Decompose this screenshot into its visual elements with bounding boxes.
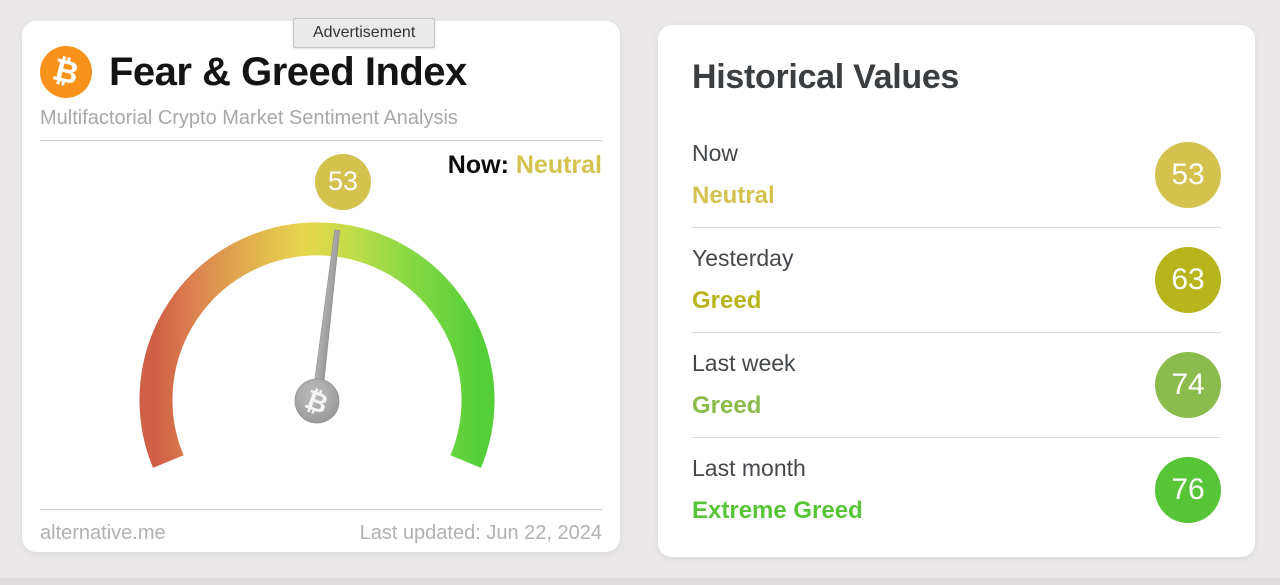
history-row-last-week: Last week Greed 74 [692, 333, 1221, 438]
site-link[interactable]: alternative.me [40, 522, 166, 544]
row-period-label: Last month [692, 455, 806, 481]
gauge-arc [139, 222, 495, 468]
history-row-now: Now Neutral 53 [692, 123, 1221, 228]
historical-values-card: Historical Values Now Neutral 53 Yesterd… [658, 25, 1255, 557]
history-value-badge: 63 [1155, 247, 1221, 313]
needle-hub [294, 378, 340, 424]
row-value: 76 [1171, 473, 1205, 506]
bitcoin-logo-icon: ₿ [40, 46, 92, 98]
gauge-value-badge: 53 [314, 153, 371, 210]
historical-rows: Now Neutral 53 Yesterday Greed 63 Last w… [692, 123, 1221, 542]
advertisement-text: Advertisement [313, 24, 416, 41]
page-title: Fear & Greed Index [109, 50, 467, 94]
gauge-needle: ₿ [294, 229, 341, 424]
history-value-badge: 53 [1155, 142, 1221, 208]
row-period-label: Last week [692, 350, 796, 376]
fear-greed-header: ₿ Fear & Greed Index [22, 21, 620, 98]
row-classification: Extreme Greed [692, 497, 863, 524]
row-period-label: Now [692, 140, 739, 166]
now-label: Now: [447, 151, 509, 179]
row-period-label: Yesterday [692, 245, 794, 271]
historical-values-title: Historical Values [692, 58, 960, 96]
history-row-yesterday: Yesterday Greed 63 [692, 228, 1221, 333]
row-classification: Greed [692, 392, 762, 419]
advertisement-label: Advertisement [293, 18, 436, 48]
card-footer: alternative.me Last updated: Jun 22, 202… [40, 509, 602, 552]
page-bottom-edge [0, 578, 1280, 585]
row-value: 74 [1171, 368, 1205, 401]
last-updated-text: Last updated: Jun 22, 2024 [359, 522, 602, 544]
history-value-badge: 76 [1155, 457, 1221, 523]
page-subtitle: Multifactorial Crypto Market Sentiment A… [40, 107, 458, 129]
row-value: 53 [1171, 158, 1205, 191]
row-value: 63 [1171, 263, 1205, 296]
needle-hub-bitcoin-icon: ₿ [301, 384, 333, 421]
header-divider [40, 140, 602, 141]
now-classification: Neutral [515, 151, 602, 179]
current-sentiment-line: Now: Neutral [448, 151, 602, 180]
history-row-last-month: Last month Extreme Greed 76 [692, 438, 1221, 542]
row-classification: Neutral [692, 182, 775, 209]
row-classification: Greed [692, 287, 762, 314]
gauge-value: 53 [327, 166, 358, 197]
history-value-badge: 74 [1155, 352, 1221, 418]
fear-greed-card: ₿ Fear & Greed Index Multifactorial Cryp… [22, 21, 620, 552]
